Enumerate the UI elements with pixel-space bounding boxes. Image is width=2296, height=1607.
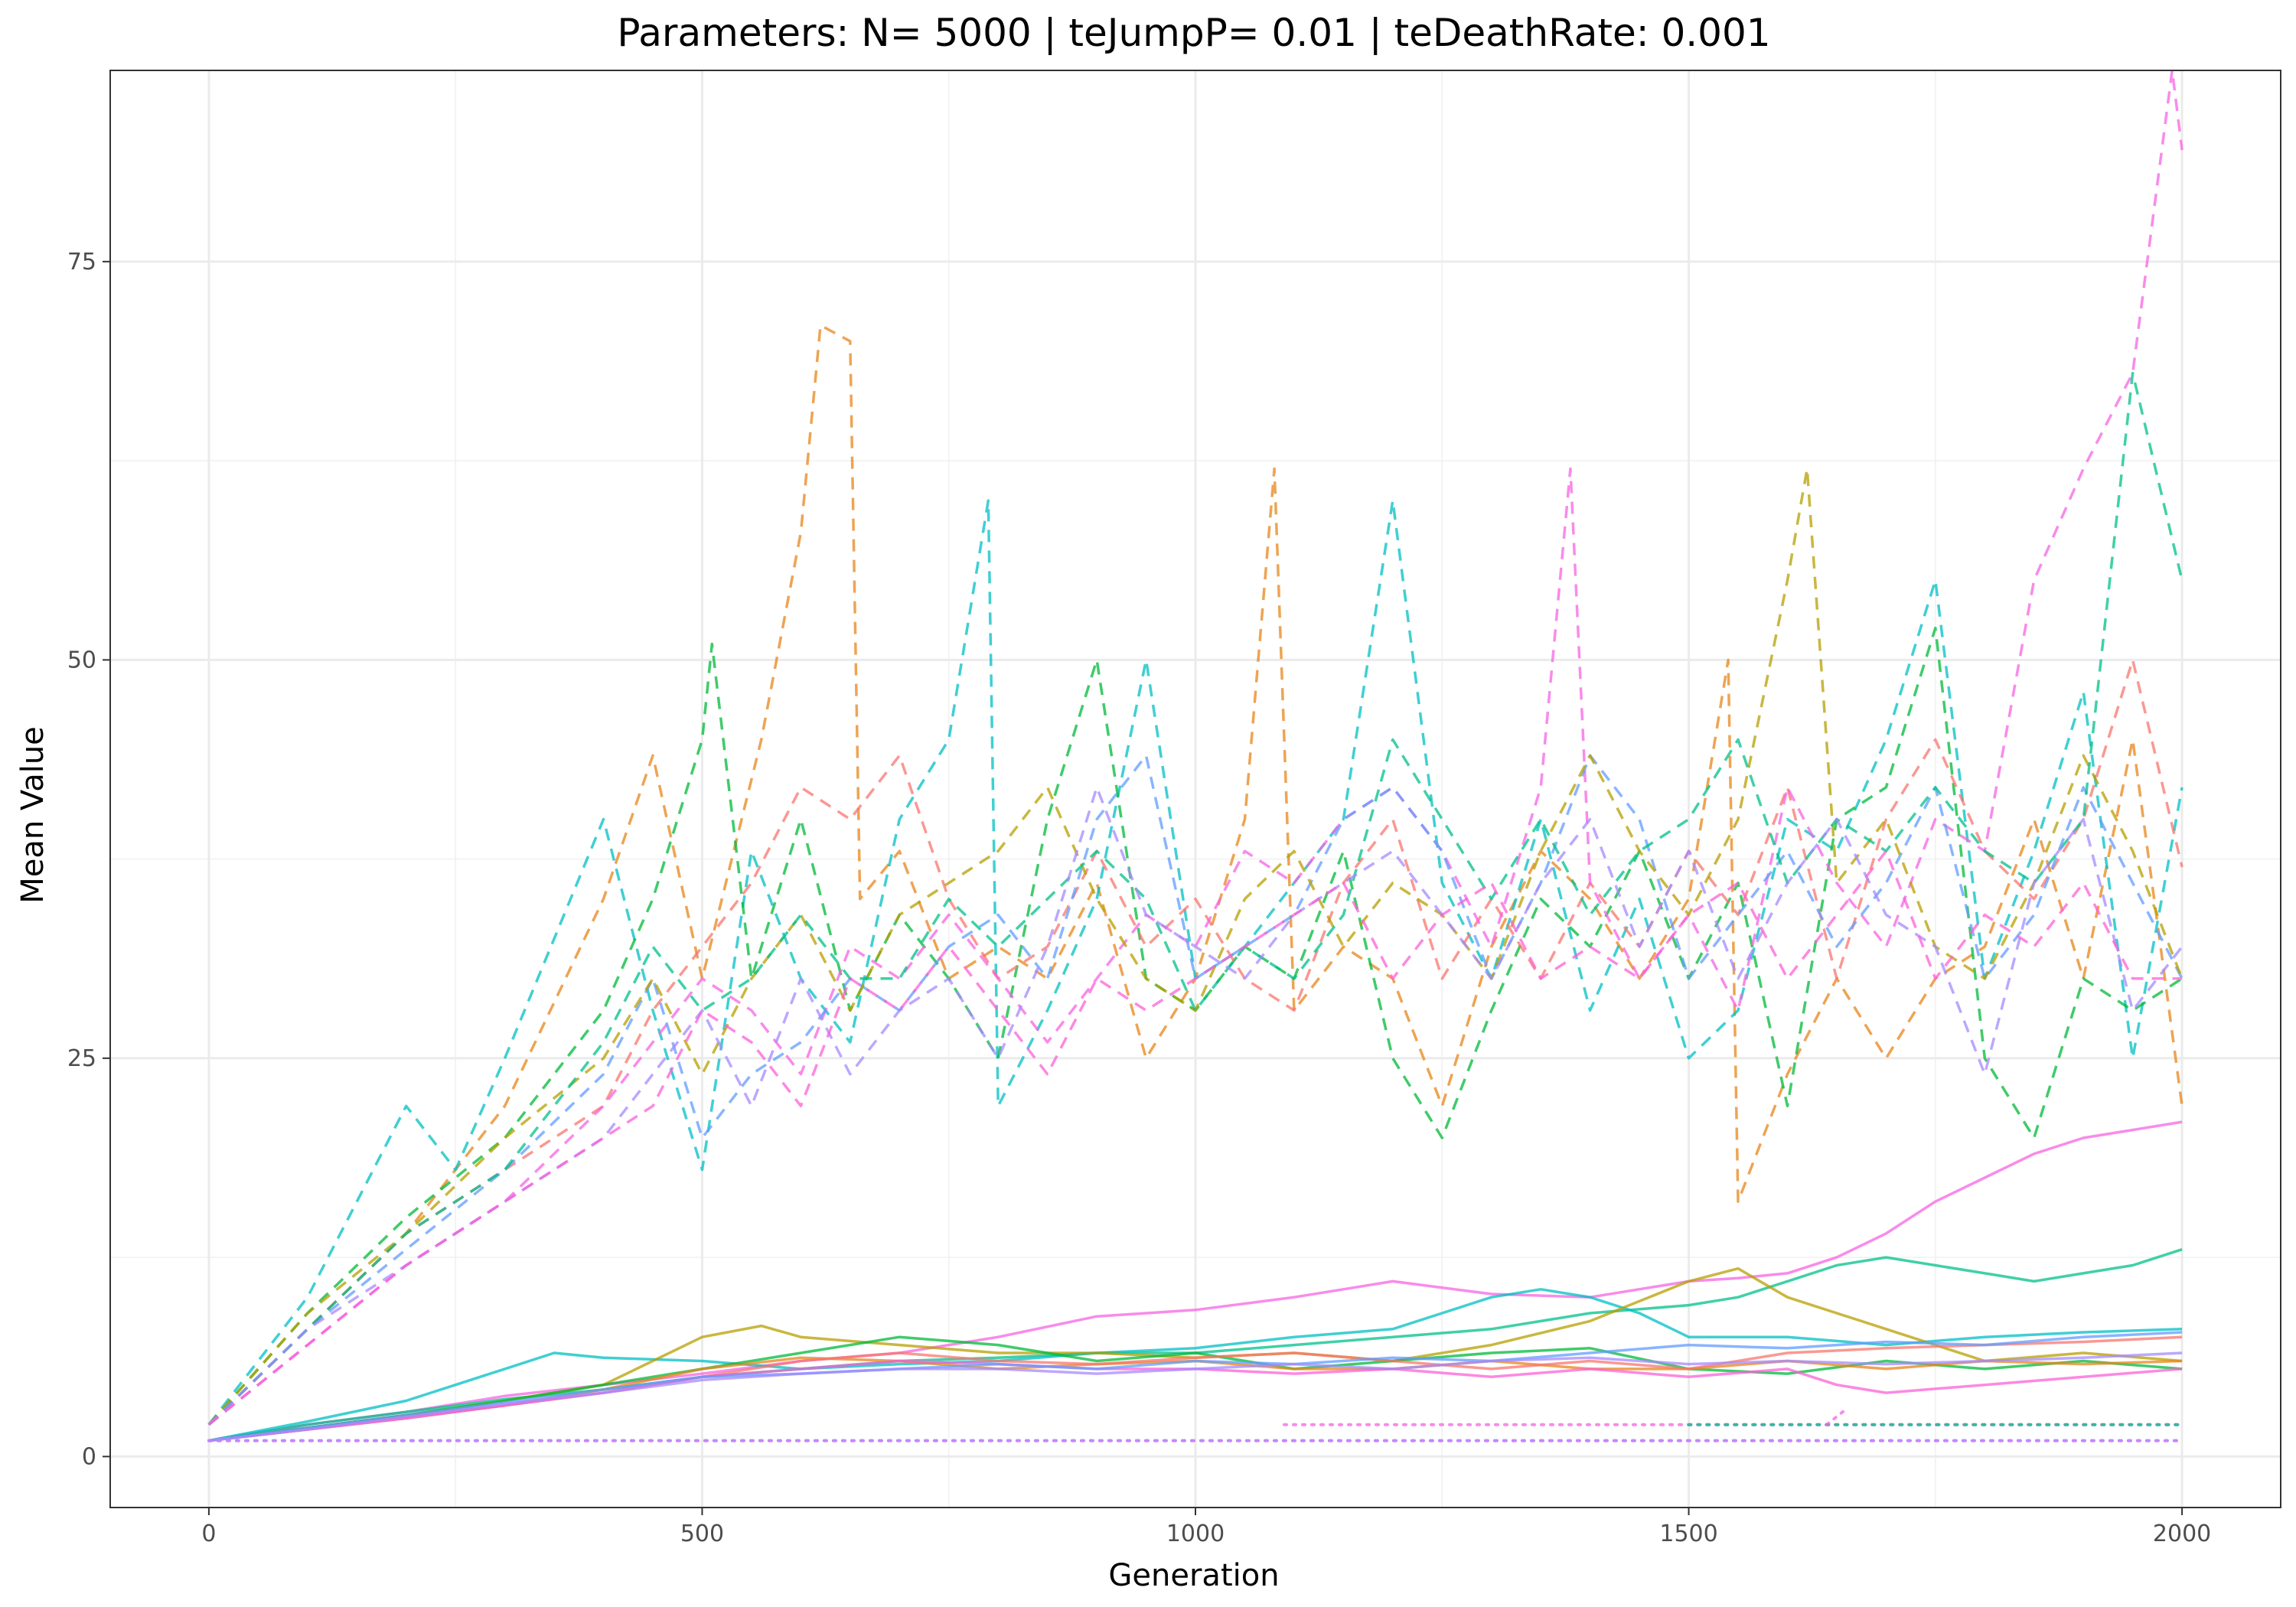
series-line-dashed [207, 658, 2183, 1426]
series-line-dashed [207, 69, 2183, 1426]
x-tick-label: 2000 [2153, 1521, 2211, 1547]
y-tick-label: 50 [67, 647, 96, 673]
series-layer [207, 69, 2184, 1442]
grid [110, 70, 2281, 1508]
series-line-dashed [207, 626, 2183, 1426]
y-axis-title: Mean Value [15, 726, 51, 904]
ticks: 0 500 1000 1500 2000 0 25 50 75 [67, 249, 2211, 1547]
y-tick-label: 75 [67, 249, 96, 275]
y-tick-label: 25 [67, 1045, 96, 1072]
series-line-dashed [207, 786, 2183, 1426]
x-tick-label: 500 [680, 1521, 724, 1547]
x-tick-label: 1500 [1659, 1521, 1717, 1547]
y-tick-label: 0 [82, 1443, 96, 1470]
series-line-dotted [1825, 1407, 1848, 1426]
x-axis-title: Generation [1108, 1558, 1279, 1593]
series-line-dashed [207, 371, 2183, 1426]
chart-title: Parameters: N= 5000 | teJumpP= 0.01 | te… [617, 11, 1770, 55]
series-line-solid [208, 1288, 2183, 1442]
series-line-solid [208, 1351, 2183, 1442]
x-tick-label: 1000 [1166, 1521, 1225, 1547]
series-line-dashed [207, 849, 2183, 1426]
series-line-solid [208, 1120, 2183, 1442]
x-tick-label: 0 [201, 1521, 216, 1547]
series-line-dashed [207, 324, 2183, 1426]
series-line-solid [208, 1331, 2183, 1442]
